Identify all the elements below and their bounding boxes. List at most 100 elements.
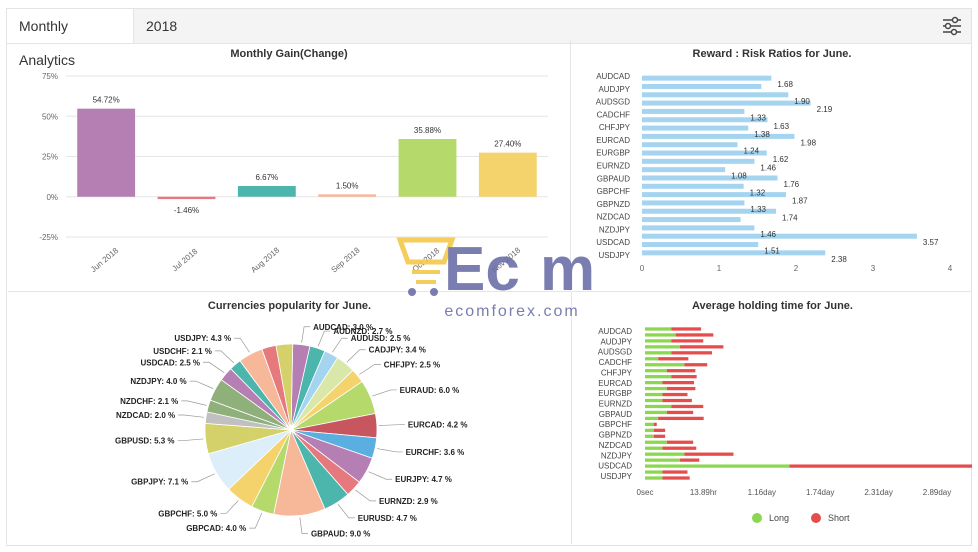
leader-line	[317, 330, 331, 347]
data-label: 54.72%	[93, 96, 120, 105]
y-tick-label: NZDCAD	[597, 213, 631, 222]
bar	[642, 142, 738, 148]
chart-title: Reward : Risk Ratios for June.	[692, 48, 852, 60]
long-bar	[645, 416, 659, 421]
x-tick-label: 1	[717, 264, 722, 273]
short-bar	[653, 434, 666, 438]
y-tick-label: NZDJPY	[599, 225, 631, 234]
leader-line	[346, 349, 366, 363]
pie-label: GBPAUD: 9.0 %	[311, 529, 370, 538]
short-bar	[662, 398, 692, 403]
x-tick-label: 0	[640, 264, 645, 273]
y-tick-label: NZDJPY	[601, 451, 633, 460]
pie-label: EURAUD: 6.0 %	[400, 386, 460, 395]
long-bar	[645, 452, 685, 456]
pie-label: AUDCAD: 3.0 %	[313, 323, 373, 332]
short-bar	[658, 357, 689, 361]
data-label: 1.24	[743, 147, 759, 156]
y-tick-label: USDCAD	[596, 238, 630, 247]
bar	[642, 108, 745, 114]
y-tick-label: GBPNZD	[597, 200, 631, 209]
bar	[642, 233, 917, 239]
y-tick-label: EURCAD	[598, 379, 632, 388]
bar	[478, 152, 537, 197]
short-bar	[671, 375, 697, 379]
chart-title: Currencies popularity for June.	[207, 300, 372, 312]
tab-year[interactable]: 2018	[146, 18, 178, 34]
pie-label: EURCHF: 3.6 %	[406, 448, 465, 457]
data-label: -1.46%	[174, 206, 199, 215]
y-tick-label: USDCAD	[598, 462, 632, 471]
long-bar	[645, 351, 672, 355]
bar	[642, 167, 726, 173]
long-bar	[645, 333, 676, 337]
x-tick-label: 2.31day	[864, 488, 892, 497]
pie-label: GBPCAD: 4.0 %	[186, 524, 246, 533]
long-bar	[645, 422, 654, 427]
y-tick-label: 0%	[46, 193, 58, 202]
bar	[642, 75, 772, 81]
y-tick-label: GBPNZD	[599, 431, 633, 440]
pie-label: EURUSD: 4.7 %	[358, 514, 417, 523]
x-tick-label: Sep 2018	[330, 245, 362, 274]
pie-label: GBPCHF: 5.0 %	[158, 509, 217, 518]
y-tick-label: AUDSGD	[596, 98, 630, 107]
data-label: 27.40%	[494, 140, 521, 149]
long-bar	[645, 339, 672, 343]
x-tick-label: Jul 2018	[170, 247, 199, 274]
data-label: 1.76	[784, 180, 800, 189]
bar	[642, 183, 744, 189]
tab-bar: Monthly Analytics 2018	[7, 9, 971, 68]
short-bar	[684, 452, 734, 456]
y-tick-label: EURGBP	[598, 389, 632, 398]
legend-label: Short	[828, 513, 850, 523]
long-bar	[645, 470, 663, 474]
pie-label: NZDCAD: 2.0 %	[116, 411, 175, 420]
leader-line	[359, 364, 381, 375]
short-bar	[680, 345, 724, 349]
leader-line	[191, 473, 215, 483]
bar	[237, 186, 296, 197]
legend-marker	[752, 513, 762, 523]
leader-line	[249, 512, 263, 529]
data-label: 1.68	[777, 80, 793, 89]
bar	[642, 208, 776, 214]
y-tick-label: AUDJPY	[600, 337, 632, 346]
bar	[642, 92, 789, 98]
long-bar	[645, 476, 663, 480]
data-label: 2.19	[817, 105, 833, 114]
pie-label: NZDJPY: 4.0 %	[130, 377, 186, 386]
data-label: 1.74	[782, 213, 798, 222]
filter-settings-icon[interactable]	[941, 15, 963, 37]
x-tick-label: 1.16day	[748, 488, 776, 497]
leader-line	[189, 380, 214, 389]
y-tick-label: 75%	[42, 72, 58, 81]
short-bar	[680, 458, 700, 462]
long-bar	[645, 458, 681, 462]
long-bar	[645, 464, 790, 468]
data-label: 1.46	[760, 163, 776, 172]
dashboard-frame: Monthly Analytics 2018	[6, 8, 972, 546]
bar	[642, 242, 759, 248]
tab-monthly-analytics[interactable]: Monthly Analytics	[7, 9, 134, 68]
x-tick-label: 1.74day	[806, 488, 834, 497]
data-label: 1.50%	[336, 181, 359, 190]
y-tick-label: EURCAD	[596, 136, 630, 145]
reward-risk-chart: 0 1 2 3 4 1.681.90 2.19 1.33 1.63 1.38 1.98 1.24 1.6…	[596, 72, 953, 273]
pie-label: EURJPY: 4.7 %	[395, 475, 452, 484]
leader-line	[332, 337, 348, 353]
data-label: 3.57	[923, 238, 939, 247]
data-label: 1.46	[760, 230, 776, 239]
data-label: 6.67%	[255, 173, 278, 182]
chart-title: Monthly Gain(Change)	[230, 48, 348, 60]
long-bar	[645, 392, 663, 397]
y-tick-label: USDJPY	[598, 251, 630, 260]
long-bar	[645, 327, 672, 331]
y-tick-label: EURGBP	[596, 149, 630, 158]
short-bar	[653, 422, 657, 427]
pie-label: USDCAD: 2.5 %	[140, 358, 200, 367]
data-label: 35.88%	[414, 126, 441, 135]
data-label: 1.62	[773, 155, 789, 164]
leader-line	[376, 448, 403, 453]
long-bar	[645, 398, 663, 403]
